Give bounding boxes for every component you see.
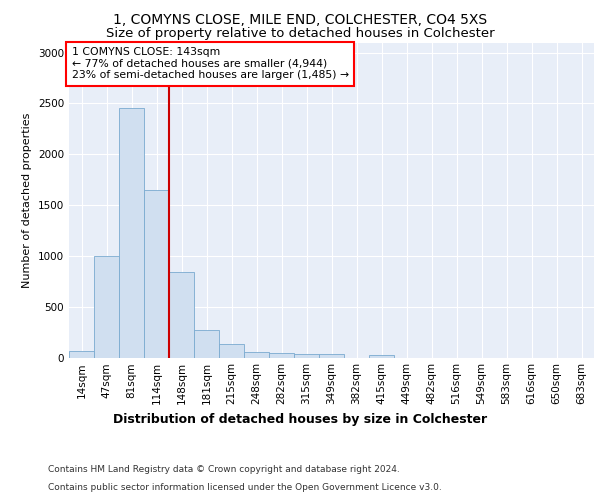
Bar	[269, 354, 294, 358]
Bar	[119, 108, 144, 358]
Bar	[144, 190, 169, 358]
Bar	[194, 330, 219, 357]
Bar	[169, 272, 194, 358]
Text: Contains public sector information licensed under the Open Government Licence v3: Contains public sector information licen…	[48, 482, 442, 492]
Bar	[294, 354, 319, 358]
Text: 1, COMYNS CLOSE, MILE END, COLCHESTER, CO4 5XS: 1, COMYNS CLOSE, MILE END, COLCHESTER, C…	[113, 12, 487, 26]
Bar	[319, 354, 344, 358]
Bar	[244, 352, 269, 358]
Text: Contains HM Land Registry data © Crown copyright and database right 2024.: Contains HM Land Registry data © Crown c…	[48, 465, 400, 474]
Bar	[219, 344, 244, 358]
Text: Distribution of detached houses by size in Colchester: Distribution of detached houses by size …	[113, 412, 487, 426]
Bar	[94, 256, 119, 358]
Y-axis label: Number of detached properties: Number of detached properties	[22, 112, 32, 288]
Text: Size of property relative to detached houses in Colchester: Size of property relative to detached ho…	[106, 28, 494, 40]
Bar	[69, 352, 94, 358]
Text: 1 COMYNS CLOSE: 143sqm
← 77% of detached houses are smaller (4,944)
23% of semi-: 1 COMYNS CLOSE: 143sqm ← 77% of detached…	[71, 47, 349, 80]
Bar	[369, 355, 394, 358]
